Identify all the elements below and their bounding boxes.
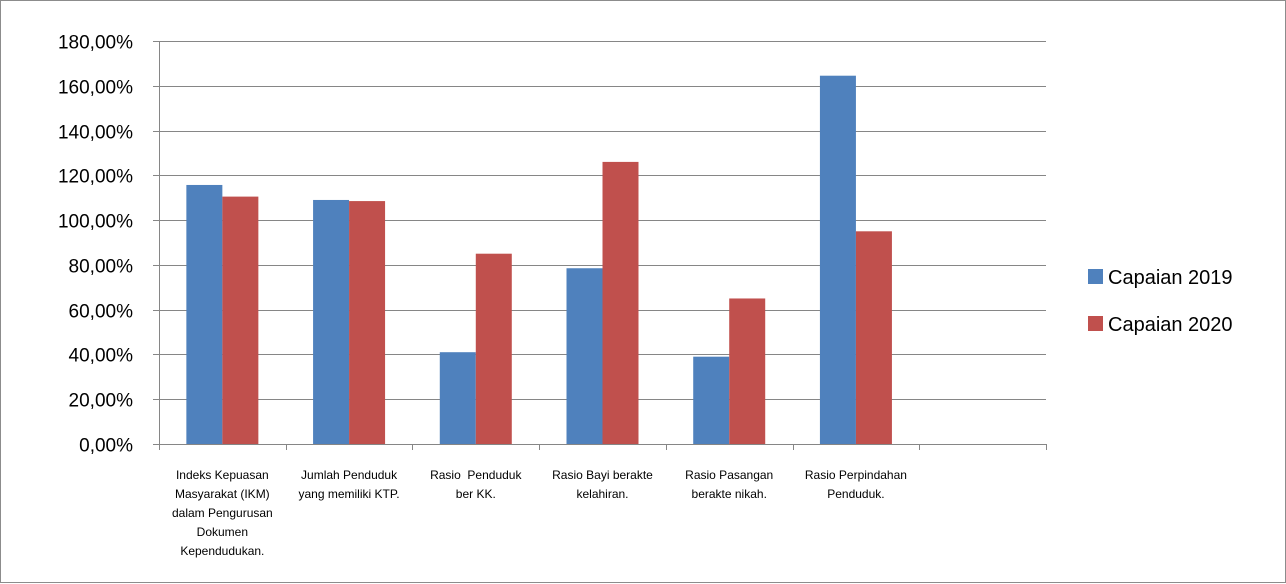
legend-label: Capaian 2020 <box>1108 314 1233 336</box>
x-category-label: kelahiran. <box>576 487 628 501</box>
y-tick-label: 180,00% <box>58 33 133 54</box>
y-tick-label: 0,00% <box>79 436 133 457</box>
axes <box>153 41 1047 450</box>
y-tick-label: 120,00% <box>58 167 133 188</box>
bar-capaian-2020 <box>855 231 892 444</box>
y-tick-label: 60,00% <box>69 302 134 323</box>
legend-swatch <box>1088 316 1103 331</box>
bar-capaian-2019 <box>186 184 223 444</box>
x-category-label: Rasio Perpindahan <box>805 468 907 482</box>
x-category-label: berakte nikah. <box>692 487 767 501</box>
bars <box>186 75 892 445</box>
y-tick-label: 140,00% <box>58 123 133 144</box>
y-tick-label: 20,00% <box>69 391 134 412</box>
y-tick-label: 80,00% <box>69 257 134 278</box>
x-category-label: Rasio Bayi berakte <box>552 468 653 482</box>
x-category-label: yang memiliki KTP. <box>298 487 399 501</box>
y-tick-labels: 0,00% 20,00% 40,00% 60,00% 80,00% 100,00% 120,… <box>58 33 133 457</box>
y-tick-label: 160,00% <box>58 78 133 99</box>
legend-swatch <box>1088 269 1103 284</box>
x-category-label: Rasio Pasangan <box>685 468 773 482</box>
y-tick-label: 100,00% <box>58 212 133 233</box>
x-category-label: Penduduk. <box>827 487 884 501</box>
bar-capaian-2020 <box>475 253 512 444</box>
x-category-label: ber KK. <box>456 487 496 501</box>
bar-capaian-2020 <box>602 161 639 444</box>
bar-capaian-2019 <box>439 352 476 444</box>
x-category-label: Masyarakat (IKM) <box>175 487 270 501</box>
bar-capaian-2020 <box>729 298 766 444</box>
bar-capaian-2019 <box>693 356 730 444</box>
legend-label: Capaian 2019 <box>1108 267 1233 289</box>
bar-capaian-2019 <box>313 199 350 444</box>
bar-capaian-2020 <box>349 201 386 444</box>
x-category-label: Rasio Penduduk <box>430 468 522 482</box>
x-category-label: Jumlah Penduduk <box>301 468 398 482</box>
bar-capaian-2020 <box>222 196 259 444</box>
bar-capaian-2019 <box>566 268 603 444</box>
x-category-label: Indeks Kepuasan <box>176 468 269 482</box>
legend: Capaian 2019 Capaian 2020 <box>1088 267 1233 336</box>
x-category-labels: Indeks Kepuasan Masyarakat (IKM) dalam Pen… <box>172 468 907 558</box>
x-category-label: Kependudukan. <box>180 544 264 558</box>
bar-capaian-2019 <box>819 75 856 445</box>
x-category-label: Dokumen <box>197 525 248 539</box>
x-category-label: dalam Pengurusan <box>172 506 273 520</box>
y-tick-label: 40,00% <box>69 346 134 367</box>
